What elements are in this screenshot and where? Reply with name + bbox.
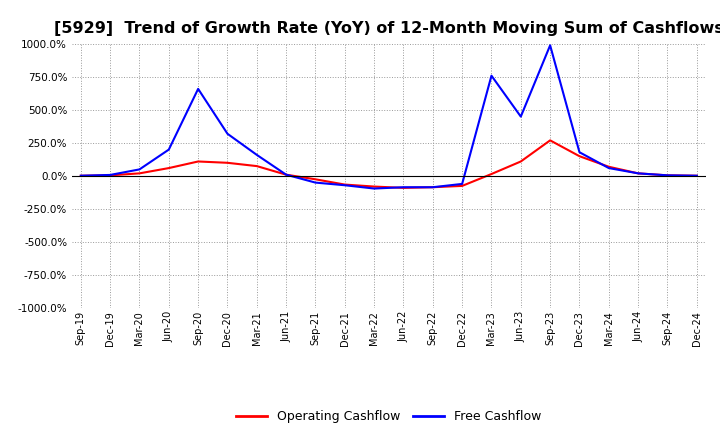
Operating Cashflow — [575, 154, 584, 159]
Free Cashflow — [693, 173, 701, 178]
Operating Cashflow — [370, 184, 379, 189]
Operating Cashflow — [399, 185, 408, 191]
Operating Cashflow — [223, 160, 232, 165]
Free Cashflow — [605, 165, 613, 171]
Free Cashflow — [253, 152, 261, 158]
Legend: Operating Cashflow, Free Cashflow: Operating Cashflow, Free Cashflow — [231, 406, 546, 429]
Free Cashflow — [76, 173, 85, 178]
Operating Cashflow — [458, 183, 467, 188]
Free Cashflow — [223, 131, 232, 136]
Free Cashflow — [516, 114, 525, 119]
Operating Cashflow — [76, 173, 85, 178]
Operating Cashflow — [164, 165, 173, 171]
Free Cashflow — [634, 171, 642, 176]
Operating Cashflow — [693, 173, 701, 178]
Free Cashflow — [546, 43, 554, 48]
Free Cashflow — [370, 186, 379, 191]
Free Cashflow — [135, 167, 144, 172]
Operating Cashflow — [605, 164, 613, 169]
Free Cashflow — [311, 180, 320, 185]
Free Cashflow — [428, 185, 437, 190]
Free Cashflow — [106, 172, 114, 178]
Free Cashflow — [341, 183, 349, 188]
Line: Free Cashflow: Free Cashflow — [81, 45, 697, 188]
Free Cashflow — [575, 150, 584, 155]
Free Cashflow — [194, 86, 202, 92]
Operating Cashflow — [135, 171, 144, 176]
Free Cashflow — [282, 172, 290, 177]
Operating Cashflow — [311, 177, 320, 182]
Free Cashflow — [399, 185, 408, 190]
Operating Cashflow — [253, 164, 261, 169]
Operating Cashflow — [282, 172, 290, 177]
Operating Cashflow — [546, 138, 554, 143]
Free Cashflow — [164, 147, 173, 152]
Free Cashflow — [458, 181, 467, 187]
Operating Cashflow — [634, 171, 642, 176]
Free Cashflow — [663, 172, 672, 178]
Operating Cashflow — [487, 171, 496, 176]
Line: Operating Cashflow: Operating Cashflow — [81, 140, 697, 188]
Operating Cashflow — [428, 185, 437, 190]
Operating Cashflow — [194, 159, 202, 164]
Operating Cashflow — [106, 172, 114, 178]
Operating Cashflow — [663, 172, 672, 178]
Free Cashflow — [487, 73, 496, 78]
Operating Cashflow — [341, 182, 349, 187]
Title: [5929]  Trend of Growth Rate (YoY) of 12-Month Moving Sum of Cashflows: [5929] Trend of Growth Rate (YoY) of 12-… — [54, 21, 720, 36]
Operating Cashflow — [516, 159, 525, 164]
